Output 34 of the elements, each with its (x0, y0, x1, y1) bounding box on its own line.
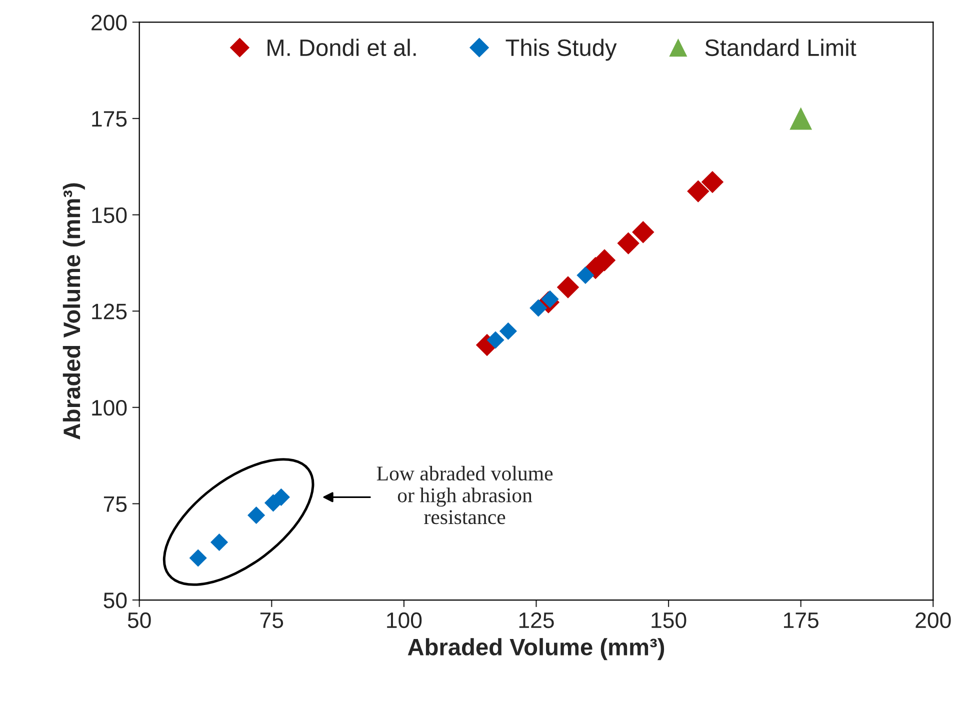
legend-label: Standard Limit (705, 38, 856, 56)
point (189, 549, 207, 567)
point (486, 331, 504, 349)
x-tick-label: 50 (128, 612, 151, 628)
legend-label: This Study (506, 38, 617, 61)
x-tick-label: 100 (387, 612, 422, 628)
point (530, 299, 548, 317)
point (272, 488, 290, 506)
point (701, 170, 724, 194)
y-tick-label: 50 (104, 592, 127, 608)
x-tick-label: 75 (260, 612, 284, 628)
y-tick-label: 75 (104, 496, 127, 512)
x-tick-label: 200 (916, 612, 951, 628)
x-tick-label: 125 (519, 612, 554, 628)
point (210, 533, 228, 552)
point (687, 180, 710, 202)
point (499, 322, 517, 340)
y-tick-label: 200 (92, 14, 127, 30)
legend-label: M. Dondi et al. (268, 38, 416, 56)
point (576, 266, 594, 284)
y-axis-title: Abraded Volume (mm³) (62, 183, 85, 440)
point (632, 221, 654, 244)
point (248, 506, 266, 524)
point (790, 107, 812, 130)
y-tick-label: 150 (92, 207, 127, 224)
y-tick-label: 125 (92, 304, 127, 320)
point (617, 232, 640, 254)
y-tick-label: 100 (92, 400, 127, 416)
x-axis-title: Abraded Volume (mm³) (408, 638, 664, 660)
point (556, 276, 580, 298)
x-tick-label: 150 (652, 612, 686, 628)
y-tick-label: 175 (92, 111, 127, 127)
annotation: Low abraded volume or high abrasion resistance (376, 466, 553, 524)
x-tick-label: 175 (784, 612, 818, 628)
